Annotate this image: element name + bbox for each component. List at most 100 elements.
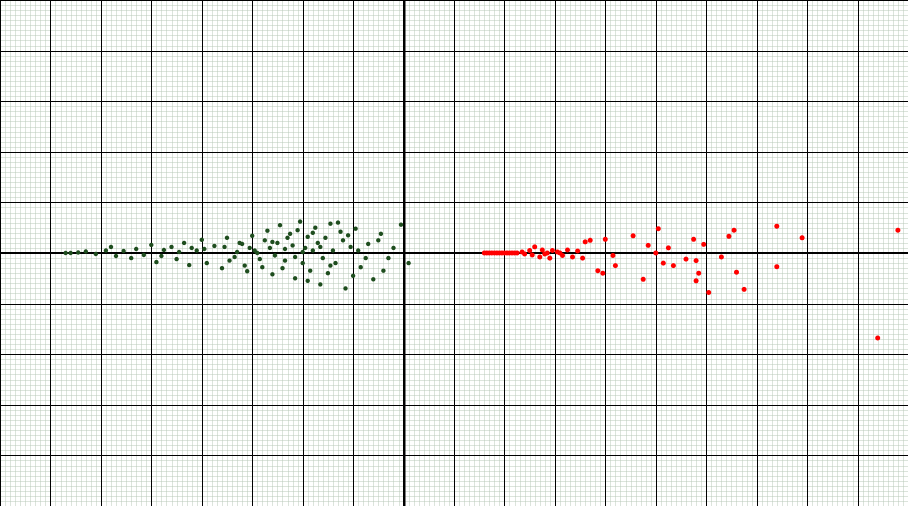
right-cluster-point [691,236,697,242]
left-cluster-point [103,248,109,253]
right-cluster-point [537,254,543,260]
left-cluster-point [366,241,371,247]
left-cluster-point [262,238,267,243]
left-cluster-point [272,253,278,258]
left-cluster-point [76,250,81,255]
left-cluster-point [378,231,384,236]
left-cluster-point [242,263,247,268]
right-cluster-point [529,252,535,258]
left-cluster-point [199,237,204,242]
left-cluster-point [189,245,194,251]
left-cluster-point [194,248,199,253]
right-cluster-point [580,255,586,261]
left-cluster-point [376,238,381,243]
left-cluster-point [358,265,363,270]
left-cluster-point [325,271,331,276]
right-cluster-point [696,270,702,276]
right-cluster-point [731,227,737,233]
left-cluster-point [305,278,310,283]
right-cluster-point [683,256,689,262]
left-cluster-point [260,265,265,270]
left-cluster-point [280,266,285,271]
left-cluster-point [381,268,386,273]
left-cluster-point [285,235,290,240]
left-cluster-point [353,226,358,231]
left-cluster-point [303,245,308,251]
left-cluster-point [187,262,192,268]
left-cluster-point [305,234,310,239]
left-cluster-point [363,255,368,261]
left-cluster-point [161,247,167,253]
left-cluster-point [227,258,232,263]
left-cluster-point [174,256,179,262]
left-cluster-point [328,263,333,268]
left-cluster-point [222,244,227,250]
left-cluster-point [93,251,99,257]
right-cluster-point [701,241,707,247]
right-cluster-point [693,258,699,264]
left-cluster-point [108,244,114,250]
left-cluster-point [350,273,356,278]
right-cluster-point [741,286,747,292]
left-cluster-point [245,269,250,274]
left-cluster-point [292,254,298,260]
left-cluster-point [330,248,336,253]
right-cluster-point [602,236,608,242]
left-cluster-point [234,249,240,255]
left-cluster-point [247,245,252,251]
right-cluster-point [532,244,538,250]
right-cluster-point [610,253,616,258]
left-cluster-point [204,260,209,266]
right-cluster-point [706,290,712,295]
left-cluster-point [300,260,305,266]
left-cluster-point [356,248,361,253]
left-cluster-point [333,260,338,266]
right-cluster-point [587,237,593,243]
right-cluster-point [726,233,732,239]
left-cluster-point [252,248,257,253]
right-cluster-point [570,254,575,260]
left-cluster-point [121,248,126,254]
left-cluster-point [202,246,207,252]
left-cluster-point [277,223,283,228]
right-cluster-point [655,226,661,232]
left-cluster-point [176,249,182,255]
right-cluster-point [875,335,881,341]
right-cluster-point [522,251,528,257]
left-cluster-point [219,266,225,271]
left-cluster-point [391,245,396,251]
left-cluster-point [315,240,320,246]
right-cluster-point [527,248,533,253]
right-cluster-point [582,239,588,245]
right-cluster-point [774,264,780,270]
right-cluster-point [653,250,659,256]
left-cluster-point [313,225,318,230]
right-cluster-point [514,250,520,256]
left-cluster-point [270,239,275,245]
right-cluster-point [660,260,666,266]
left-cluster-point [295,228,300,233]
left-cluster-point [265,228,270,233]
left-cluster-point [398,222,404,227]
left-cluster-point [318,244,323,250]
left-cluster-point [232,254,237,260]
left-cluster-point [323,235,328,240]
right-cluster-point [539,247,545,253]
left-cluster-point [270,272,275,277]
right-cluster-point [575,248,581,254]
data-points [63,219,901,341]
right-cluster-point [557,250,563,256]
left-cluster-point [83,249,89,254]
left-cluster-point [212,243,217,249]
left-cluster-point [335,220,341,225]
left-cluster-point [371,277,376,282]
left-cluster-point [250,233,255,238]
right-cluster-point [799,235,805,241]
left-cluster-point [345,233,351,238]
left-cluster-point [275,240,280,246]
right-cluster-point [640,276,646,282]
left-cluster-point [282,246,288,252]
left-cluster-point [343,286,348,291]
